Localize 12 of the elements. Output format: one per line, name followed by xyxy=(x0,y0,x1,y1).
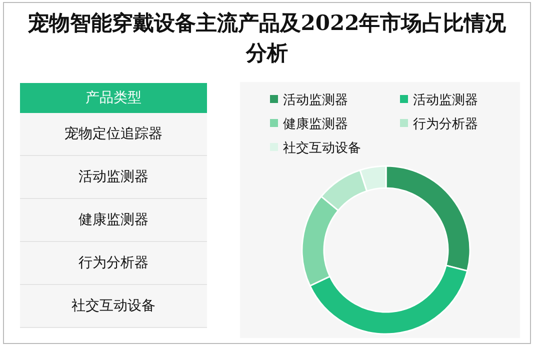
legend-label: 活动监测器 xyxy=(413,93,478,108)
legend-label: 活动监测器 xyxy=(283,93,348,108)
text: 宠物定位追踪器 xyxy=(20,113,207,156)
legend-label: 行为分析器 xyxy=(413,117,478,132)
legend-label: 社交互动设备 xyxy=(283,140,361,156)
text: 产品类型 xyxy=(20,83,207,113)
legend-label: 健康监测器 xyxy=(283,117,348,132)
text: 行为分析器 xyxy=(20,242,207,285)
text: 活动监测器 xyxy=(20,156,207,199)
text: 社交互动设备 xyxy=(20,285,207,328)
text: 健康监测器 xyxy=(20,199,207,242)
chart-title: 宠物智能穿戴设备主流产品及2022年市场占比情况分析 xyxy=(26,9,508,67)
